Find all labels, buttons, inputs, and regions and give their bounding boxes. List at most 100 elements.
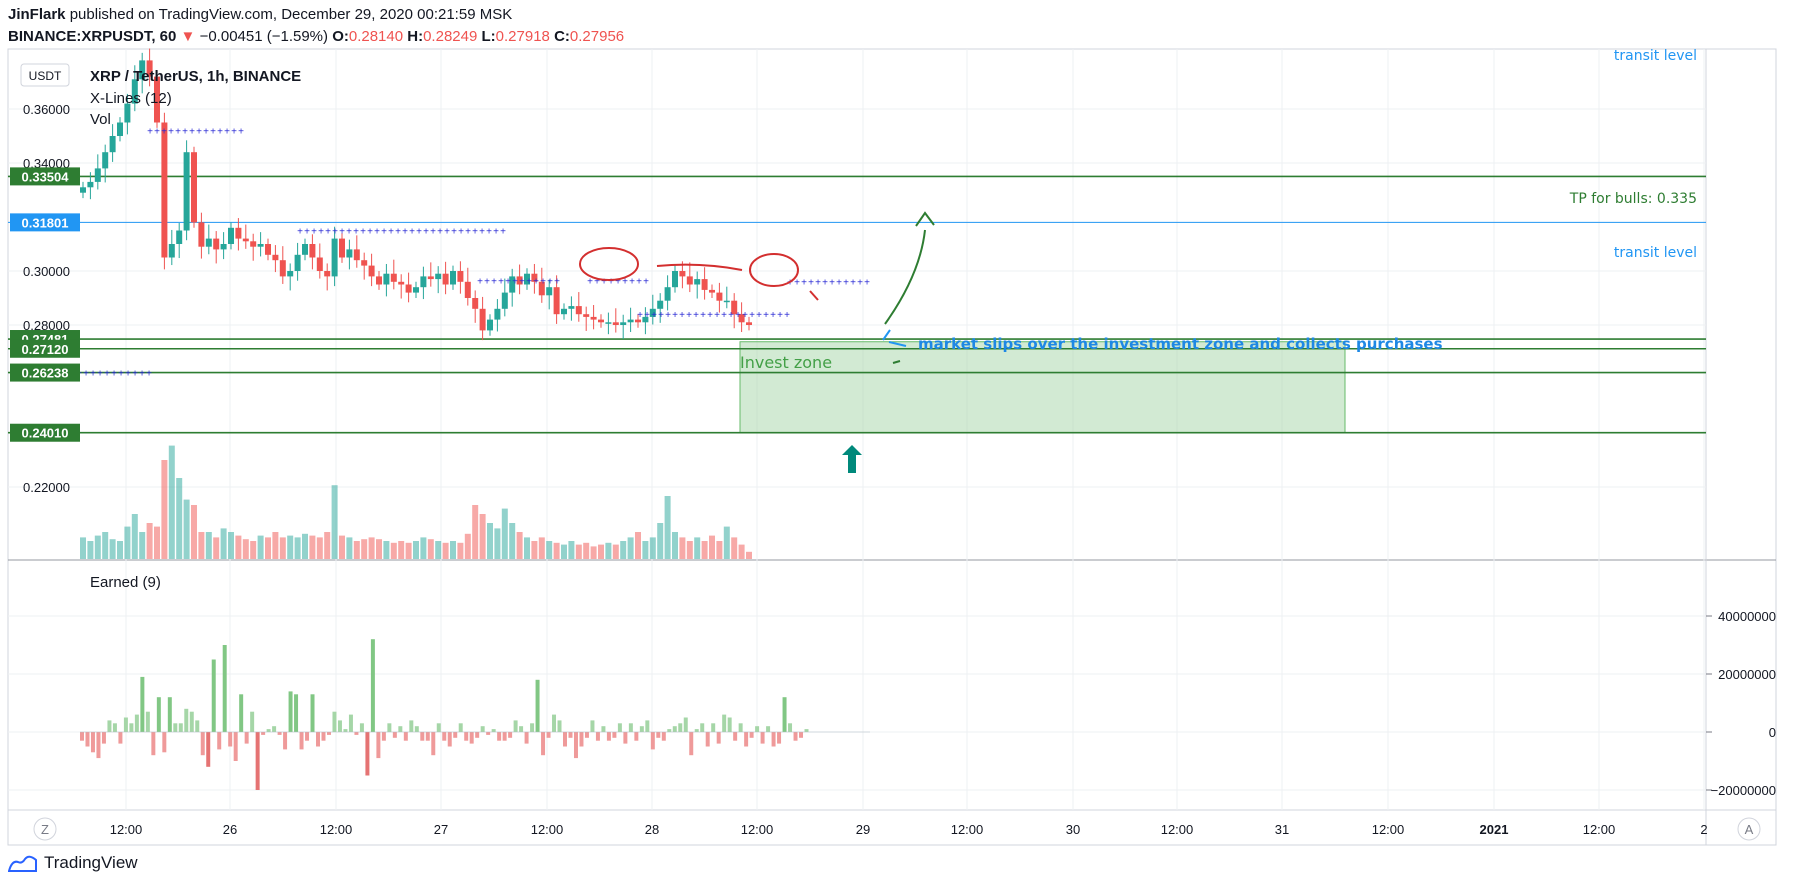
time-tick-label: 12:00: [1372, 822, 1405, 837]
earned-bar: [447, 732, 452, 747]
x-line-mark: +: [749, 310, 755, 321]
candle-body: [413, 287, 419, 293]
candle: [501, 278, 508, 317]
x-line-mark: +: [231, 127, 237, 138]
level-badge-label: 0.33504: [22, 169, 70, 184]
x-line-mark: +: [196, 127, 202, 138]
volume-bar: [316, 537, 323, 559]
currency-badge[interactable]: [20, 63, 70, 87]
zoom-icon: Z: [41, 822, 49, 837]
earned-bar: [716, 732, 721, 744]
x-line-mark: +: [182, 127, 188, 138]
earned-bar: [799, 732, 804, 738]
x-line-mark: +: [629, 276, 635, 287]
earned-bar: [563, 732, 567, 747]
low-label: L:: [481, 28, 496, 45]
x-line-mark: +: [125, 368, 131, 379]
earned-bar: [123, 717, 128, 732]
x-line-mark: +: [97, 368, 103, 379]
x-line-mark: +: [493, 227, 499, 238]
candle-body: [524, 273, 530, 285]
volume-bar: [598, 544, 604, 559]
x-line-mark: +: [622, 276, 628, 287]
zoom-button[interactable]: [33, 817, 57, 841]
chart-frame: [7, 48, 1777, 846]
volume-bar: [405, 542, 412, 559]
red-tick-mark: [809, 290, 819, 301]
candle-body: [109, 136, 116, 153]
earned-bar: [656, 732, 661, 738]
footer: TradingView: [8, 853, 138, 873]
earned-bar: [497, 732, 502, 741]
time-tick-label: 30: [1066, 822, 1080, 837]
earned-bar: [557, 720, 562, 732]
volume-bar: [435, 541, 442, 559]
candle: [383, 263, 390, 297]
candle-body: [176, 230, 183, 244]
xlines-legend[interactable]: X-Lines (12): [90, 90, 172, 107]
x-line-mark: +: [203, 127, 209, 138]
time-tick-label: 12:00: [531, 822, 564, 837]
candle-body: [309, 244, 316, 258]
candle-body: [198, 222, 205, 247]
x-line-mark: +: [139, 368, 145, 379]
x-line-mark: +: [353, 227, 359, 238]
price-axis[interactable]: 0.36000 0.34000 0.30000 0.28000 0.22000: [23, 102, 70, 495]
x-line-mark: +: [498, 276, 504, 287]
volume-legend[interactable]: Vol: [90, 111, 111, 128]
x-line-mark: +: [111, 368, 117, 379]
candle: [250, 233, 257, 261]
volume-bar: [709, 535, 715, 559]
candle: [117, 117, 123, 142]
candle-body: [731, 300, 738, 315]
time-tick-label: 12:00: [110, 822, 143, 837]
x-line-mark: +: [318, 227, 324, 238]
earned-bar: [294, 694, 299, 732]
volume-bar: [664, 496, 671, 559]
earned-bar: [96, 732, 101, 759]
level-badge-label: 0.26238: [22, 366, 69, 381]
earned-axis[interactable]: 40000000 20000000 0 −20000000: [1706, 609, 1776, 798]
candle-body: [664, 287, 671, 301]
x-line-mark: +: [735, 310, 741, 321]
earned-bar: [760, 732, 765, 744]
candle: [265, 238, 271, 261]
candle-body: [242, 238, 249, 242]
auto-scale-button[interactable]: [1737, 817, 1761, 841]
candle-body: [102, 152, 109, 169]
candle-body: [287, 271, 294, 277]
earned-bar: [486, 732, 491, 735]
x-line-mark: +: [104, 368, 110, 379]
earned-bar: [189, 711, 194, 732]
earned-legend[interactable]: Earned (9): [90, 574, 161, 591]
earned-bar: [277, 732, 282, 735]
candle: [235, 218, 242, 251]
level-badge-label: 0.31801: [22, 215, 69, 230]
candle: [598, 314, 604, 328]
volume-bar: [694, 537, 701, 559]
x-line-mark: +: [500, 227, 506, 238]
earned-bar: [90, 732, 95, 753]
candle: [672, 265, 678, 293]
volume-bar: [176, 478, 183, 559]
candle: [575, 292, 582, 322]
resistance-circle-1: [579, 247, 639, 281]
candle-body: [368, 265, 375, 277]
candle-body: [168, 244, 175, 258]
author-name[interactable]: JinFlark: [8, 6, 66, 23]
invest-zone-label: Invest zone: [740, 353, 832, 372]
earned-bar: [376, 732, 381, 759]
candle: [679, 261, 686, 289]
x-line-mark: +: [486, 227, 492, 238]
volume-bar: [635, 532, 641, 559]
candle: [709, 284, 715, 298]
x-line-mark: +: [672, 310, 678, 321]
brand-name[interactable]: TradingView: [44, 853, 138, 872]
time-tick-label: 12:00: [320, 822, 353, 837]
candle-body: [346, 249, 353, 258]
earned-bar: [310, 694, 315, 732]
time-axis[interactable]: 12:00 26 12:00 27 12:00 28 12:00 29 12:00 30 12:00…: [110, 822, 1708, 837]
earned-bar: [475, 732, 480, 738]
auto-scale-icon: A: [1745, 822, 1754, 837]
